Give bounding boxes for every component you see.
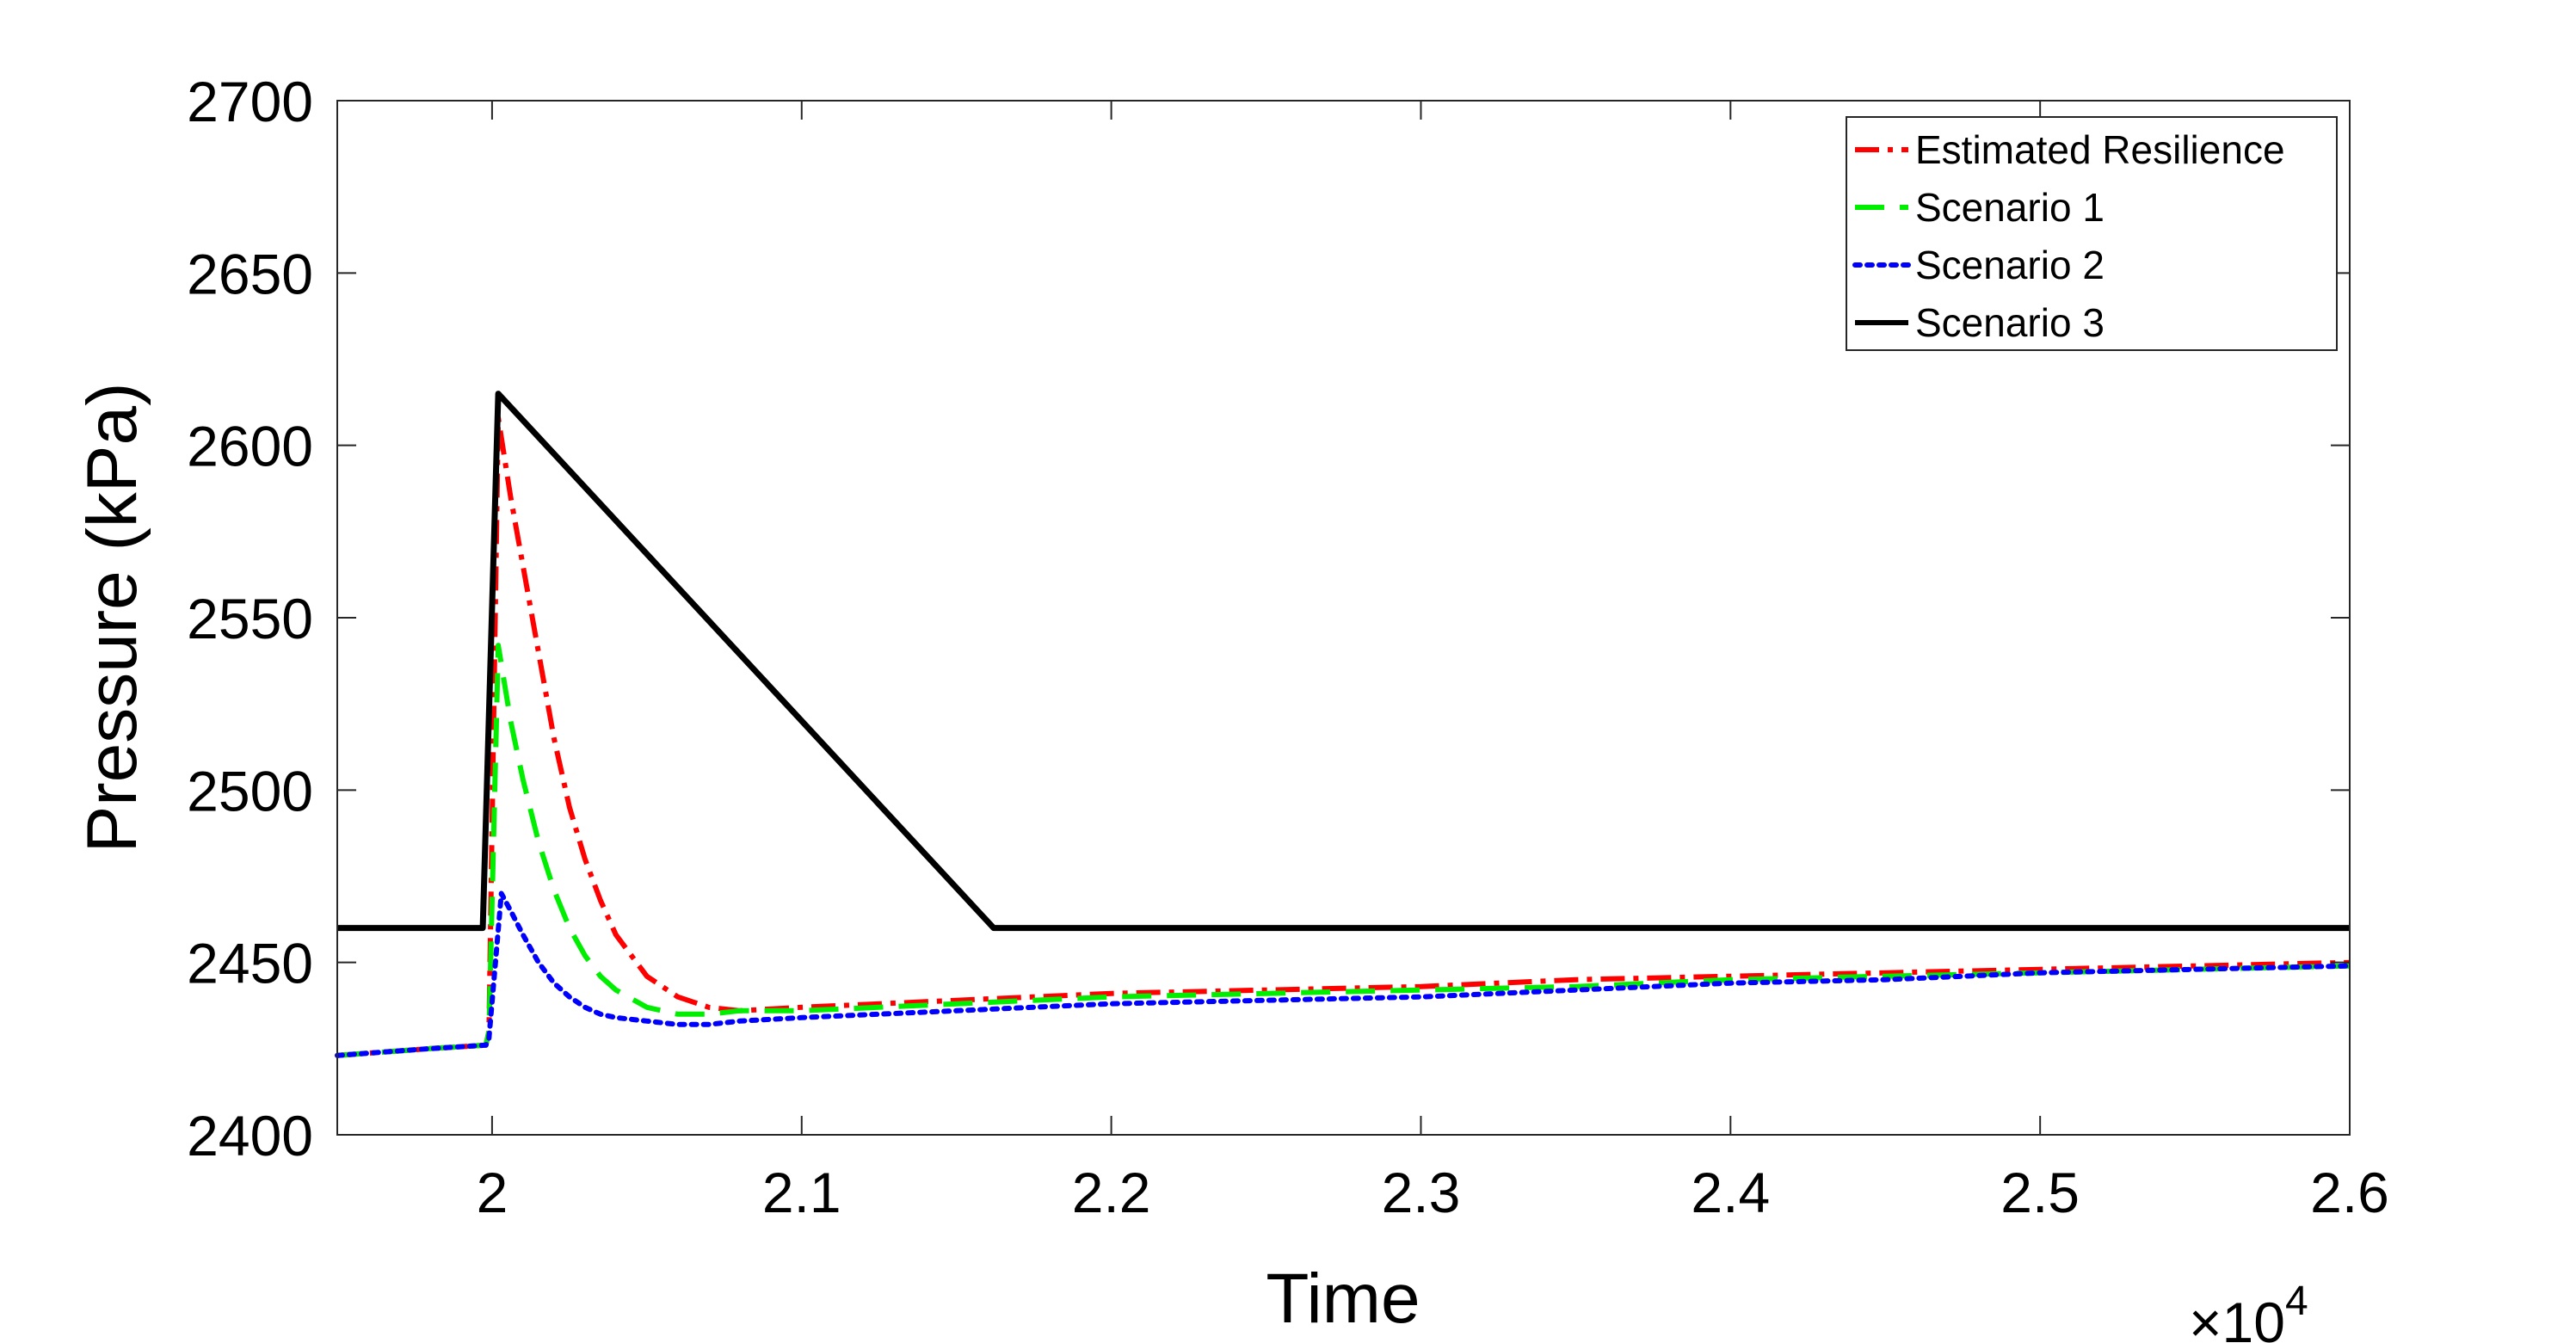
- legend-label-scenario-2: Scenario 2: [1915, 243, 2105, 287]
- y-tick-label: 2700: [187, 70, 313, 133]
- series-line-scenario-2: [335, 890, 2352, 1058]
- y-axis-label: Pressure (kPa): [73, 383, 151, 853]
- x-exponent-power: 4: [2285, 1278, 2308, 1324]
- y-axis-ticks: 2400 2450 2500 2550 2600 2650 2700: [187, 70, 2350, 1167]
- y-tick-label: 2550: [187, 587, 313, 650]
- legend: Estimated Resilience Scenario 1 Scenario 2…: [1846, 116, 2338, 351]
- y-tick-label: 2450: [187, 932, 313, 995]
- y-tick-label: 2650: [187, 242, 313, 305]
- series-line-scenario-3: [337, 391, 2350, 932]
- x-axis-ticks: 2 2.1 2.2 2.3 2.4 2.5 2.6: [477, 101, 2389, 1224]
- x-axis-label: Time: [1266, 1260, 1420, 1338]
- svg-text:×104: ×104: [2189, 1278, 2308, 1343]
- legend-label-scenario-1: Scenario 1: [1915, 185, 2105, 230]
- legend-label-scenario-3: Scenario 3: [1915, 300, 2105, 345]
- series-line-estimated-resilience: [336, 415, 2351, 1058]
- y-tick-label: 2600: [187, 415, 313, 478]
- series-layer: [335, 391, 2352, 1058]
- x-tick-label: 2.4: [1691, 1161, 1770, 1224]
- x-exponent-times: ×10: [2189, 1291, 2285, 1343]
- x-tick-label: 2.1: [762, 1161, 841, 1224]
- legend-box: [1846, 116, 2338, 351]
- x-tick-label: 2.5: [2000, 1161, 2080, 1224]
- x-tick-label: 2.3: [1382, 1161, 1461, 1224]
- y-tick-label: 2400: [187, 1104, 313, 1167]
- x-tick-label: 2: [477, 1161, 508, 1224]
- x-tick-label: 2.2: [1072, 1161, 1151, 1224]
- x-tick-label: 2.6: [2310, 1161, 2389, 1224]
- y-tick-label: 2500: [187, 759, 313, 822]
- x-axis-exponent: ×104: [2189, 1278, 2308, 1343]
- series-line-scenario-1: [336, 643, 2351, 1058]
- legend-label-estimated-resilience: Estimated Resilience: [1915, 127, 2285, 172]
